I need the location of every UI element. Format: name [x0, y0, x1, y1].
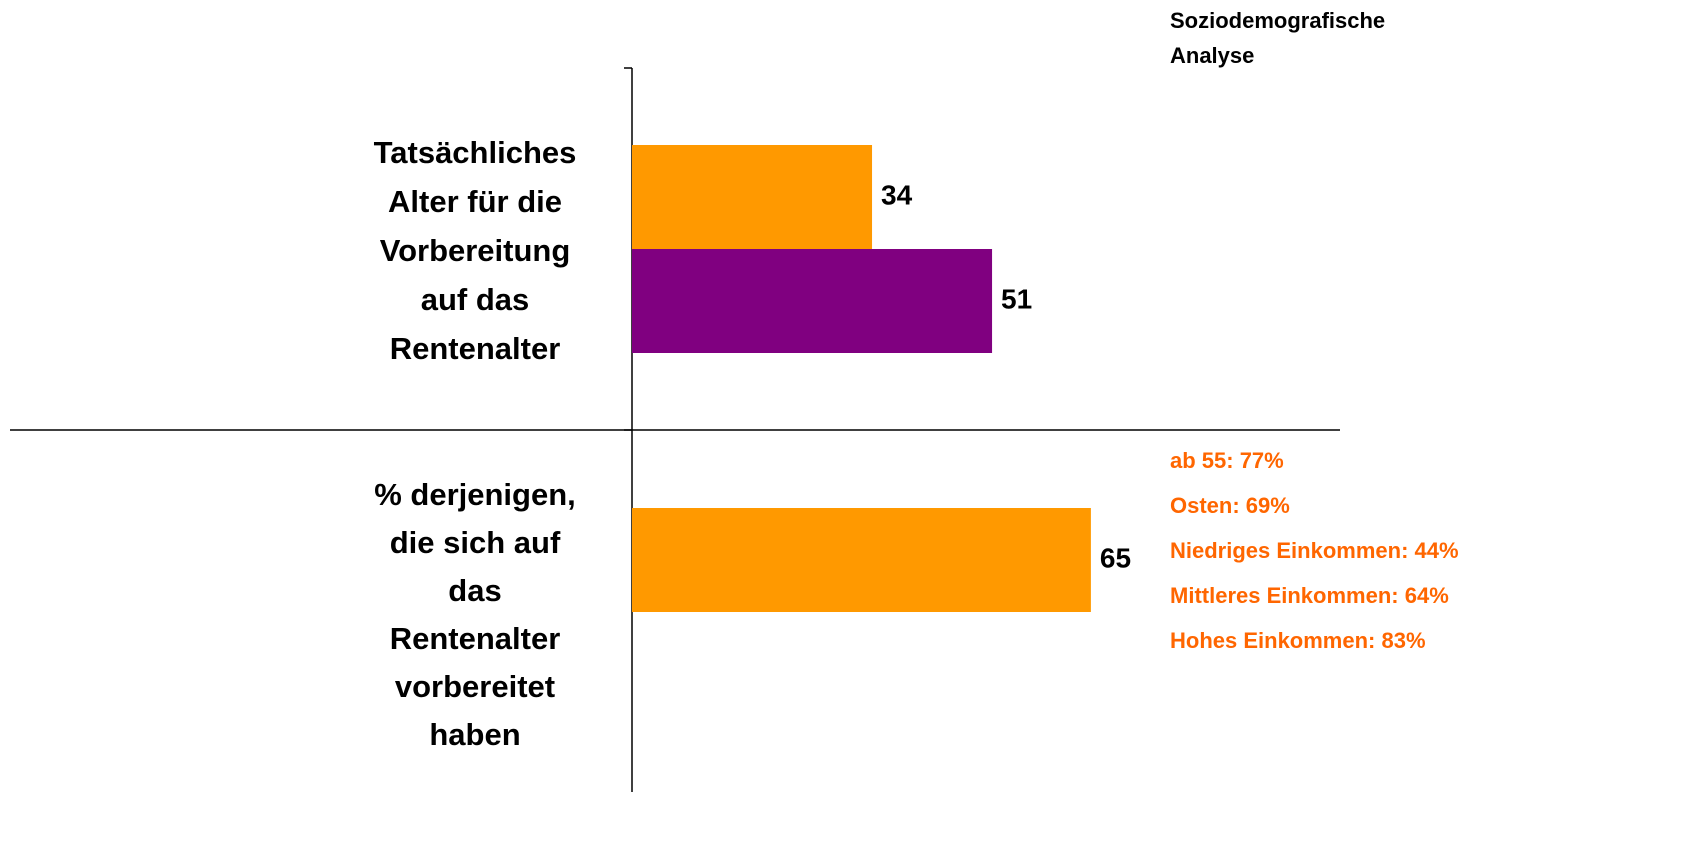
bar [632, 249, 993, 353]
annotation: ab 55: 77% [1170, 448, 1284, 473]
value-label: 34 [881, 179, 913, 210]
annotation: Osten: 69% [1170, 493, 1290, 518]
annotation: Hohes Einkommen: 83% [1170, 628, 1426, 653]
bar [632, 508, 1091, 612]
category-label: Alter für die [388, 184, 562, 219]
value-label: 51 [1001, 283, 1032, 314]
category-label: auf das [421, 282, 530, 317]
category-label: die sich auf [390, 525, 561, 560]
category-label: das [448, 573, 501, 608]
category-label: haben [429, 717, 520, 752]
category-label: Rentenalter [390, 621, 561, 656]
category-label: Tatsächliches [374, 135, 577, 170]
value-label: 65 [1100, 542, 1131, 573]
category-label: vorbereitet [395, 669, 555, 704]
bar [632, 145, 873, 249]
header-text: Soziodemografische [1170, 8, 1385, 33]
annotation: Mittleres Einkommen: 64% [1170, 583, 1449, 608]
annotation: Niedriges Einkommen: 44% [1170, 538, 1459, 563]
category-label: Rentenalter [390, 331, 561, 366]
category-label: % derjenigen, [374, 477, 576, 512]
category-label: Vorbereitung [380, 233, 571, 268]
header-text: Analyse [1170, 43, 1254, 68]
